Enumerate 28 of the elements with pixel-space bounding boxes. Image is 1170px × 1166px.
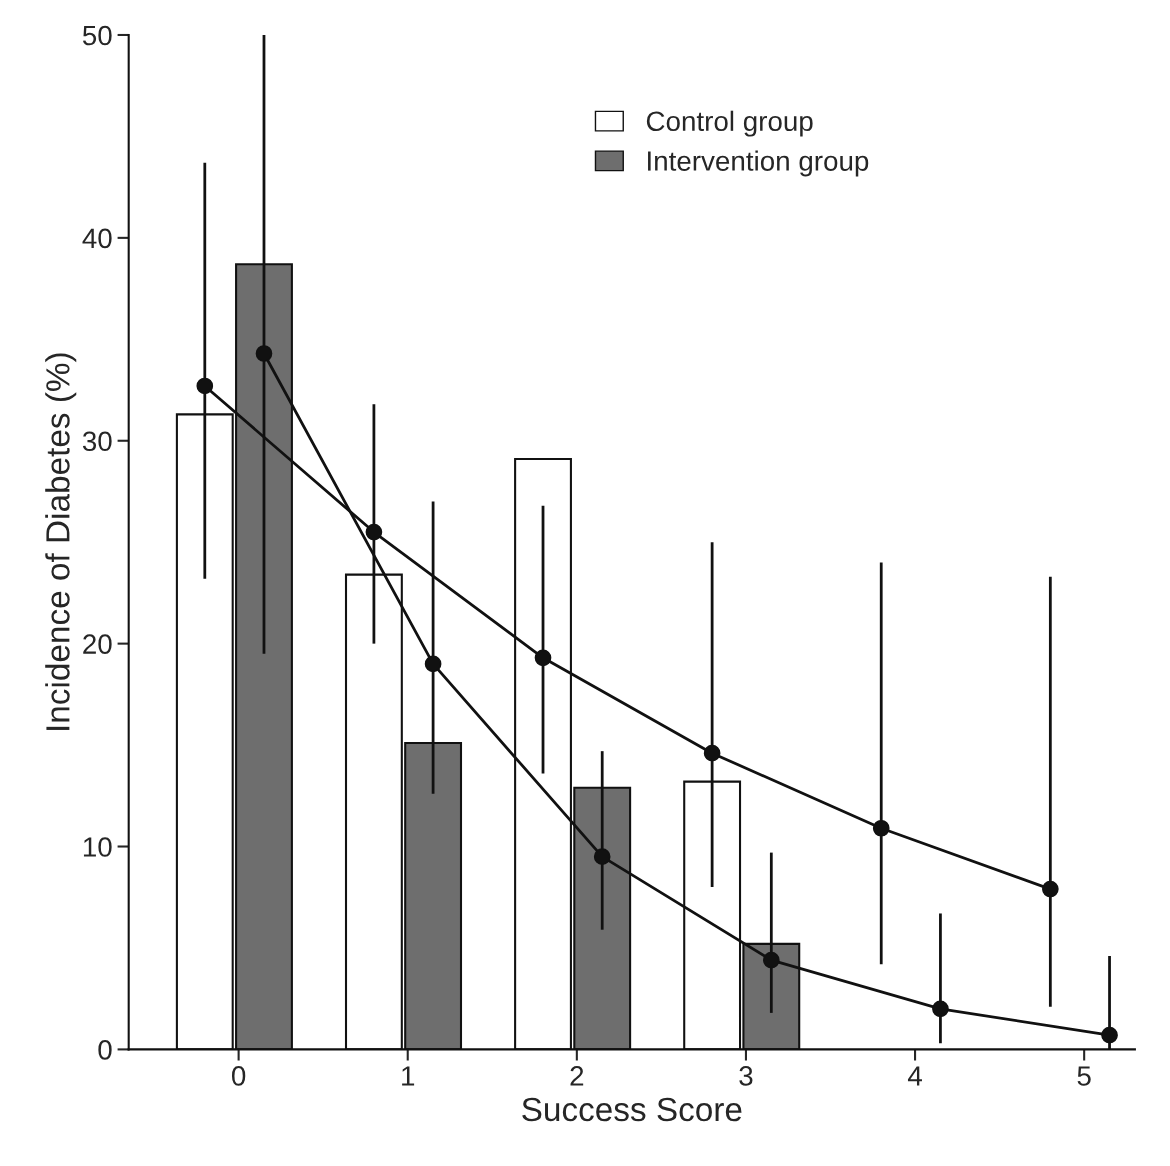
x-tick-label: 2 <box>570 1066 584 1086</box>
x-tick-label: 4 <box>907 1066 922 1086</box>
y-tick-label: 50 <box>82 25 112 46</box>
legend-label: Control group <box>646 110 813 137</box>
x-tick-label: 1 <box>402 1066 415 1086</box>
x-tick-label: 5 <box>1077 1066 1091 1086</box>
point <box>1042 880 1059 898</box>
point <box>1101 1026 1118 1044</box>
point <box>424 655 442 673</box>
point <box>762 951 780 969</box>
y-tick-label: 20 <box>83 634 112 654</box>
y-axis-title: Incidence of Diabetes (%) <box>45 353 77 730</box>
x-axis-title: Success Score <box>522 1097 742 1122</box>
y-tick-label: 10 <box>83 837 112 857</box>
y-tick-label: 0 <box>98 1040 112 1060</box>
point <box>703 744 721 762</box>
point <box>534 649 552 667</box>
point <box>932 1000 949 1018</box>
y-tick-label: 30 <box>82 431 112 452</box>
x-tick-label: 3 <box>739 1066 753 1086</box>
point <box>872 819 890 837</box>
point <box>196 377 214 395</box>
point <box>365 523 383 541</box>
point <box>255 345 273 362</box>
y-tick-label: 40 <box>82 228 112 249</box>
point <box>593 848 611 865</box>
x-tick-label: 0 <box>231 1066 246 1086</box>
legend-label: Intervention group <box>648 150 869 177</box>
